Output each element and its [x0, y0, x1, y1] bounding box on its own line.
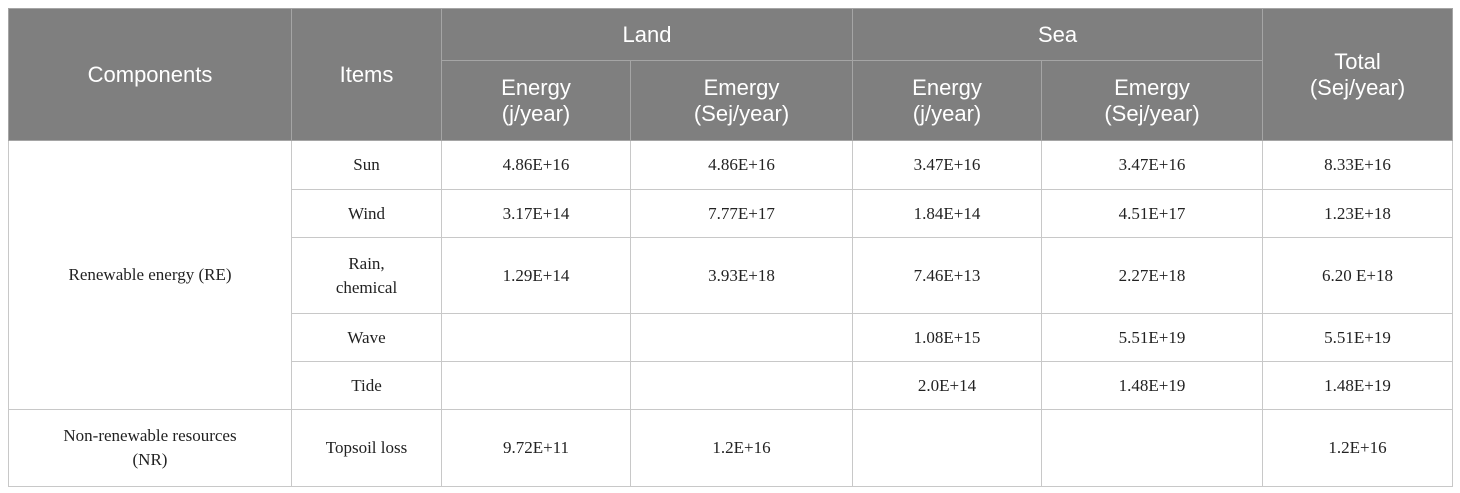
table-row: Non-renewable resources (NR) Topsoil loss 9… [8, 409, 1454, 487]
value-cell: 3.93E+18 [629, 237, 854, 314]
text-line: chemical [335, 277, 398, 297]
value-cell: 7.46E+13 [852, 237, 1043, 314]
value-cell: 1.08E+15 [852, 313, 1043, 362]
value-cell: 2.0E+14 [852, 361, 1043, 410]
component-cell: Non-renewable resources (NR) [8, 409, 292, 487]
value-cell: 1.2E+16 [1262, 409, 1454, 487]
component-cell: Renewable energy (RE) [8, 140, 292, 410]
value-cell [629, 361, 854, 410]
text-line: Emergy [703, 74, 780, 100]
header-cell: Energy (j/year) [441, 60, 631, 141]
value-cell: 1.23E+18 [1262, 189, 1454, 238]
text-line: Emergy [1114, 74, 1190, 100]
text-line: (j/year) [912, 100, 982, 126]
table-row: Rain, chemical 1.29E+14 3.93E+18 7.46E+13 2.2… [9, 237, 1454, 314]
text-line: Total [1334, 48, 1381, 74]
value-cell: 3.47E+16 [852, 140, 1043, 190]
header-cell: Sea [852, 8, 1264, 61]
value-cell: 2.27E+18 [1041, 237, 1264, 314]
text-line: Rain, [348, 253, 385, 273]
value-cell: 8.33E+16 [1262, 140, 1454, 190]
item-cell: Wave [291, 313, 442, 362]
text-line: Wind [347, 203, 386, 223]
value-cell: 3.47E+16 [1041, 140, 1264, 190]
text-line: Non-renewable resources [63, 426, 237, 445]
text-line: (Sej/year) [1104, 100, 1200, 126]
text-line: Energy [912, 74, 982, 100]
header-cell: Emergy (Sej/year) [1041, 60, 1264, 141]
table-body: Renewable energy (RE) Sun 4.86E+16 4.86E+16… [8, 140, 1454, 487]
item-cell: Rain, chemical [291, 237, 442, 314]
header-cell: Total (Sej/year) [1262, 8, 1454, 141]
text-line: (Sej/year) [693, 100, 790, 126]
table-row: Renewable energy (RE) Sun 4.86E+16 4.86E+16… [8, 140, 1454, 410]
value-cell [441, 313, 631, 362]
text-line: (j/year) [501, 100, 571, 126]
item-cell: Topsoil loss [291, 409, 442, 487]
table-header: Components Items Land Sea Total (Sej/year… [8, 8, 1454, 141]
header-cell: Emergy (Sej/year) [629, 60, 854, 141]
emergy-table: Components Items Land Sea Total (Sej/year… [8, 8, 1454, 487]
value-cell: 5.51E+19 [1041, 313, 1264, 362]
text-line: Tide [351, 375, 382, 395]
value-cell: 1.48E+19 [1041, 361, 1264, 410]
header-cell: Land [440, 8, 854, 61]
text-line: Topsoil loss [325, 438, 408, 457]
text-line: (Sej/year) [1309, 74, 1406, 100]
value-cell: 5.51E+19 [1262, 313, 1454, 362]
value-cell: 4.51E+17 [1041, 189, 1264, 238]
text-line: Energy [501, 74, 571, 100]
header-row: Energy (j/year) Emergy (Sej/year) Energy (j… [9, 60, 1453, 141]
value-cell [1041, 409, 1264, 487]
header-cell: Components [8, 8, 292, 141]
value-cell: 1.29E+14 [441, 237, 631, 314]
value-cell: 4.86E+16 [441, 140, 631, 190]
value-cell: 9.72E+11 [441, 409, 631, 487]
item-cell: Sun [291, 140, 442, 190]
item-cell: Wind [291, 189, 442, 238]
value-cell: 1.2E+16 [629, 409, 854, 487]
header-row: Components Items Land Sea Total (Sej/year… [8, 8, 1454, 141]
header-cell: Energy (j/year) [852, 60, 1043, 141]
header-cell: Items [291, 8, 442, 141]
value-cell: 3.17E+14 [441, 189, 631, 238]
item-cell: Tide [291, 361, 442, 410]
text-line: Wave [347, 327, 386, 347]
value-cell: 1.48E+19 [1262, 361, 1454, 410]
text-line: Sun [353, 155, 380, 174]
text-line: Renewable energy (RE) [68, 265, 232, 284]
value-cell: 4.86E+16 [629, 140, 854, 190]
value-cell [852, 409, 1043, 487]
value-cell [441, 361, 631, 410]
value-cell: 7.77E+17 [629, 189, 854, 238]
value-cell: 6.20 E+18 [1262, 237, 1454, 314]
text-line: (NR) [132, 450, 168, 469]
value-cell [629, 313, 854, 362]
value-cell: 1.84E+14 [852, 189, 1043, 238]
